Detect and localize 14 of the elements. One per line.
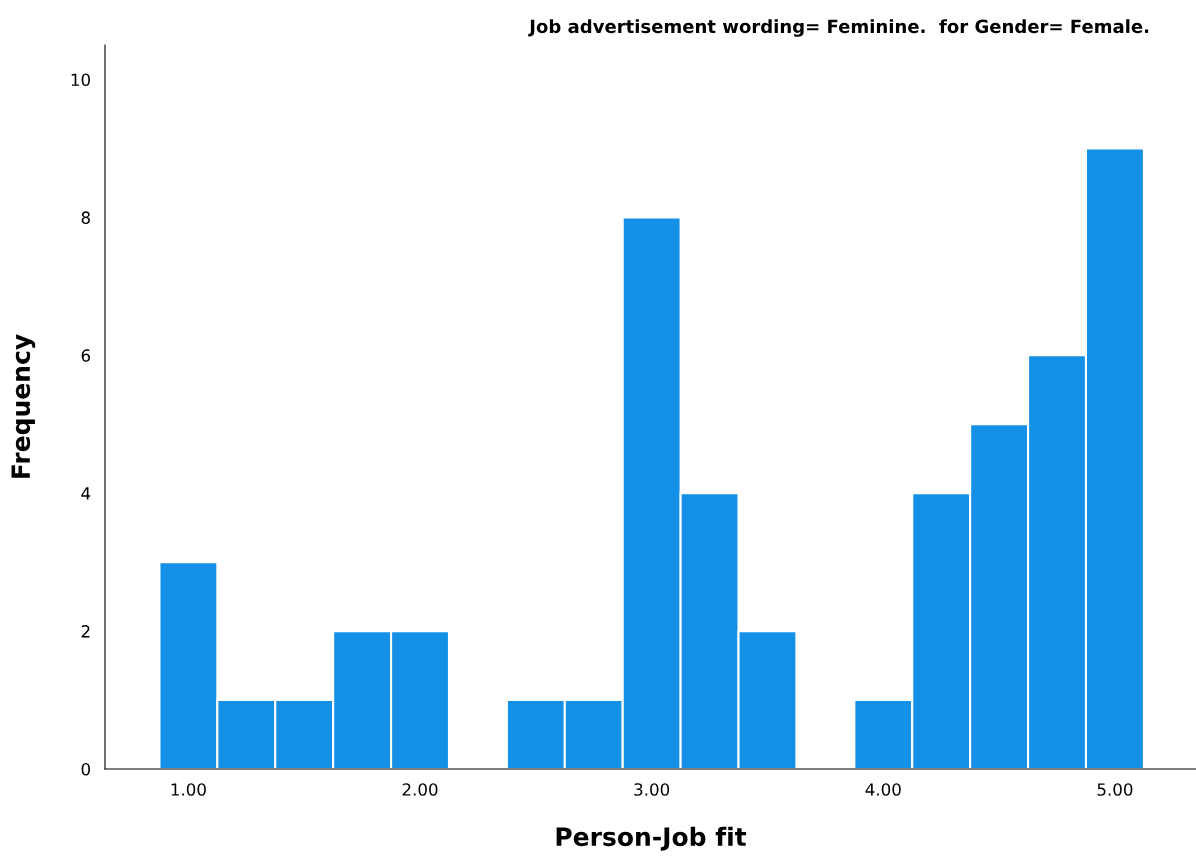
x-tick-label: 4.00 xyxy=(865,783,901,796)
y-tick-label: 10 xyxy=(71,73,90,87)
x-tick-label: 2.00 xyxy=(402,783,438,796)
y-tick-label: 2 xyxy=(81,625,90,638)
chart-title: Job advertisement wording= Feminine. for Gender= Female. xyxy=(528,19,1149,37)
y-tick-label: 6 xyxy=(81,349,91,362)
y-tick-label: 8 xyxy=(81,211,90,224)
y-tick-label: 0 xyxy=(81,762,90,776)
y-tick-label: 4 xyxy=(81,487,91,500)
x-axis-title: Person-Job fit xyxy=(556,826,747,851)
x-tick-label: 5.00 xyxy=(1097,783,1133,796)
x-tick-label: 1.00 xyxy=(171,783,206,796)
y-axis-title: Frequency xyxy=(11,334,36,478)
x-tick-label: 3.00 xyxy=(634,783,670,796)
